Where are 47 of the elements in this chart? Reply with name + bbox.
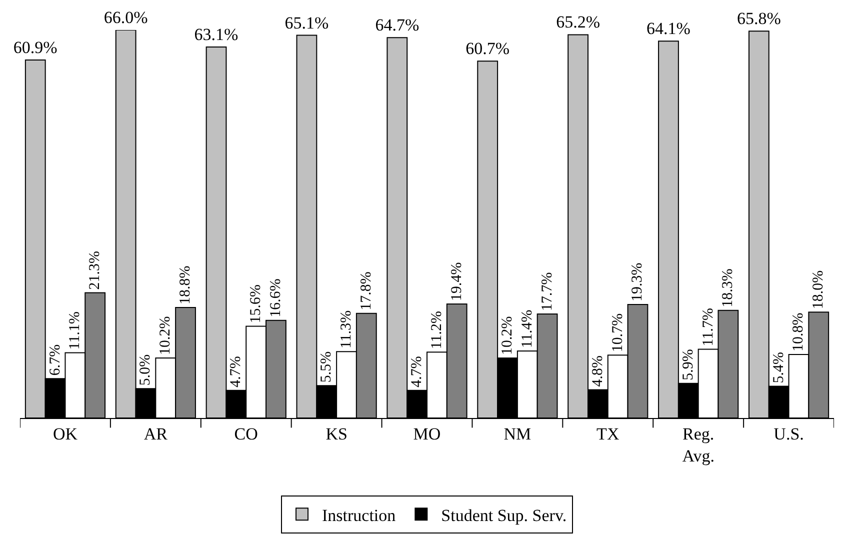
x-tick-label: TX <box>596 424 620 444</box>
x-tick-label: KS <box>326 424 348 444</box>
data-label: 60.7% <box>466 39 510 58</box>
data-label: 18.3% <box>720 268 736 308</box>
data-label: 11.1% <box>67 312 84 350</box>
data-label: 15.6% <box>248 284 264 324</box>
data-label: 64.1% <box>646 19 690 38</box>
legend-label: Student Sup. Serv. <box>441 506 567 525</box>
data-label: 65.1% <box>284 13 329 32</box>
data-label: 5.9% <box>680 349 696 380</box>
data-label: 4.8% <box>590 356 606 387</box>
data-label: 16.6% <box>268 278 284 318</box>
data-label: 4.7% <box>228 356 244 388</box>
data-label: 11.3% <box>338 310 355 349</box>
x-tick-label: CO <box>234 424 258 444</box>
x-tick-label: U.S. <box>774 424 804 444</box>
data-label: 19.4% <box>448 262 465 301</box>
data-label: 64.7% <box>375 16 420 35</box>
data-label: 10.2% <box>499 316 516 356</box>
data-label: 18.0% <box>810 270 827 310</box>
data-label: 10.2% <box>158 316 174 356</box>
data-label: 11.4% <box>519 310 536 348</box>
data-label: 18.8% <box>178 266 194 304</box>
x-tick-label: NM <box>504 424 532 444</box>
data-label: 11.7% <box>700 308 716 346</box>
data-label: 63.1% <box>194 25 238 44</box>
data-label: 5.5% <box>318 351 335 383</box>
data-label: 60.9% <box>13 38 58 57</box>
data-label: 17.8% <box>358 272 374 310</box>
data-label: 6.7% <box>47 344 64 376</box>
legend-label: Instruction <box>322 506 396 525</box>
data-label: 11.2% <box>428 310 445 350</box>
data-label: 10.8% <box>790 312 807 352</box>
data-label: 4.7% <box>409 356 426 388</box>
data-label: 10.7% <box>610 313 626 352</box>
data-label: 66.0% <box>104 8 148 27</box>
data-label: 65.2% <box>556 12 600 32</box>
data-label: 5.4% <box>770 352 787 384</box>
data-label: 21.3% <box>87 251 104 290</box>
data-label: 5.0% <box>138 354 154 386</box>
data-label: 19.3% <box>630 262 646 302</box>
x-tick-label: MO <box>413 424 441 444</box>
x-tick-label: Reg. Avg. <box>682 424 714 466</box>
x-tick-label: AR <box>144 424 168 444</box>
data-label: 65.8% <box>736 9 781 28</box>
x-tick-label: OK <box>52 424 78 444</box>
data-label: 17.7% <box>539 272 556 311</box>
